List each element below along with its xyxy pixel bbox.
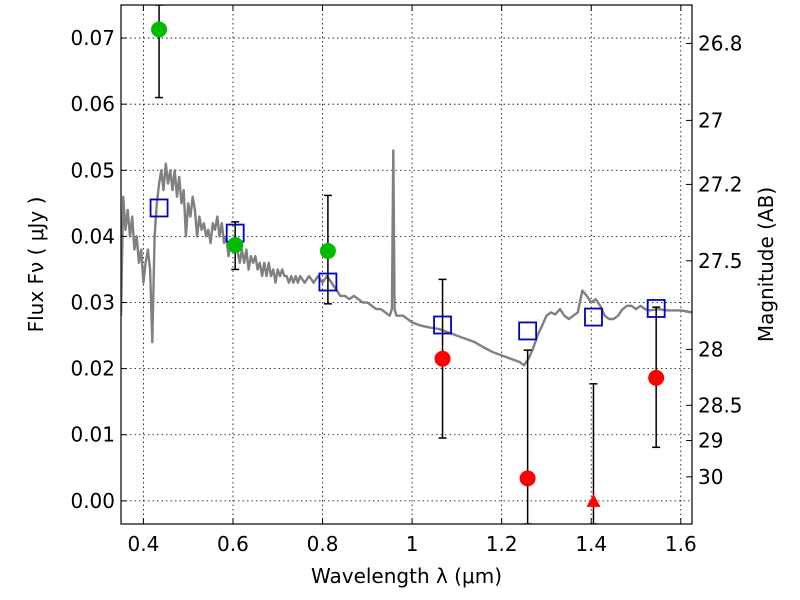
upper-limit-triangle: [586, 493, 601, 507]
x-tick-label: 1.4: [575, 532, 607, 556]
model-point-square: [584, 307, 603, 327]
y2-tick-label: 30: [698, 465, 723, 489]
y2-axis-label: Magnitude (AB): [754, 187, 778, 342]
observed-point: [519, 470, 536, 487]
x-tick-label: 1.2: [486, 532, 518, 556]
y-tick-label: 0.04: [70, 224, 115, 248]
y2-tick-label: 27.5: [698, 249, 743, 273]
y-tick-label: 0.07: [70, 26, 115, 50]
model-point-square: [518, 321, 538, 341]
y-tick-label: 0.06: [70, 92, 115, 116]
x-tick-label: 0.4: [127, 532, 159, 556]
y-tick-label: 0.02: [70, 357, 115, 381]
y2-tick-label: 28.5: [698, 393, 743, 417]
y2-tick-label: 27: [698, 108, 723, 132]
x-tick-label: 1: [406, 532, 419, 556]
y-tick-label: 0.00: [70, 489, 115, 513]
y2-tick-label: 28: [698, 337, 723, 361]
y-axis-label: Flux Fν ( μJy ): [24, 197, 48, 333]
x-tick-label: 0.8: [307, 532, 339, 556]
axes-frame: [120, 4, 693, 525]
observed-point: [648, 369, 665, 386]
y-tick-label: 0.05: [70, 158, 115, 182]
plot-area: [121, 5, 692, 524]
grid: [121, 5, 692, 524]
y2-tick-label: 27.2: [698, 172, 743, 196]
x-tick-label: 1.6: [665, 532, 697, 556]
y-tick-label: 0.01: [70, 423, 115, 447]
model-spectrum-line: [121, 149, 692, 367]
x-tick-label: 0.6: [217, 532, 249, 556]
y-tick-label: 0.03: [70, 291, 115, 315]
observed-point: [151, 21, 168, 38]
observed-point: [227, 236, 244, 253]
model-point-square: [149, 198, 169, 218]
axes: 0.4 0.6 0.8 1 1.2 1.4 1.6 0.00 0.01 0.02 0.03 0.04 0…: [70, 5, 743, 556]
y2-tick-label: 29: [698, 429, 723, 453]
y2-tick-label: 26.8: [698, 31, 743, 55]
observed-point: [434, 350, 451, 367]
x-axis-label: Wavelength λ (μm): [311, 564, 502, 588]
observed-point: [319, 242, 336, 259]
